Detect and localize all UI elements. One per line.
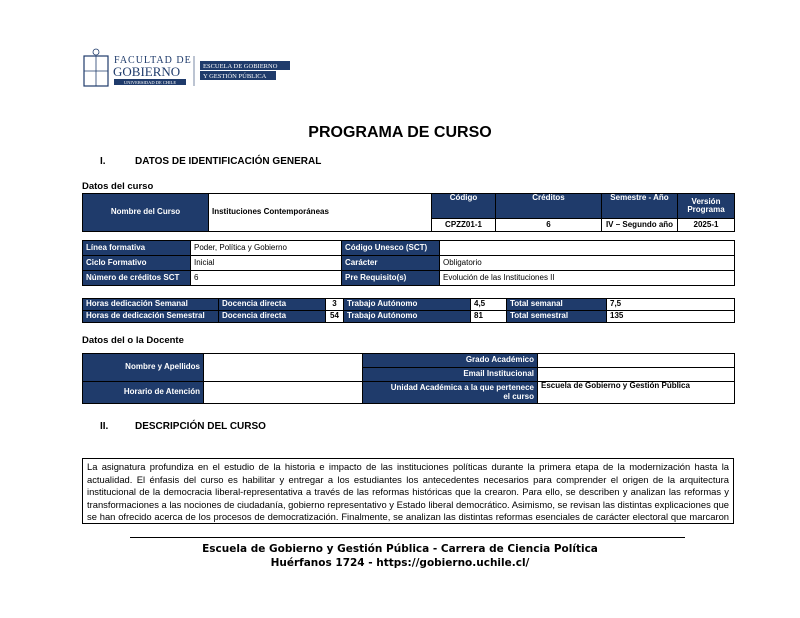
credits-value: 6 bbox=[495, 218, 602, 232]
info-label: Número de créditos SCT bbox=[82, 270, 191, 286]
info-value: Obligatorio bbox=[439, 255, 735, 271]
teacher-table: Nombre y Apellidos Grado Académico Email… bbox=[82, 353, 735, 404]
info-label: Código Unesco (SCT) bbox=[341, 240, 440, 256]
name-value[interactable] bbox=[203, 353, 363, 382]
page-title: PROGRAMA DE CURSO bbox=[308, 124, 492, 141]
svg-text:ESCUELA DE GOBIERNO: ESCUELA DE GOBIERNO bbox=[203, 63, 278, 70]
name-label: Nombre y Apellidos bbox=[82, 353, 204, 382]
info-label: Carácter bbox=[341, 255, 440, 271]
hours-dd: Docencia directa bbox=[218, 298, 326, 311]
version-label: Versión Programa bbox=[677, 193, 735, 219]
svg-text:UNIVERSIDAD DE CHILE: UNIVERSIDAD DE CHILE bbox=[124, 80, 176, 85]
footer-line-1: Escuela de Gobierno y Gestión Pública - … bbox=[202, 543, 598, 555]
svg-text:Y GESTIÓN PÚBLICA: Y GESTIÓN PÚBLICA bbox=[203, 72, 267, 80]
hours-label: Horas dedicación Semanal bbox=[82, 298, 219, 311]
section-number: II. bbox=[100, 421, 109, 432]
credits-label: Créditos bbox=[495, 193, 602, 219]
info-label: Ciclo Formativo bbox=[82, 255, 191, 271]
hours-value[interactable] bbox=[203, 381, 363, 404]
info-value: 6 bbox=[190, 270, 342, 286]
hours-label: Horario de Atención bbox=[82, 381, 204, 404]
info-value bbox=[439, 240, 735, 256]
semester-label: Semestre - Año bbox=[601, 193, 678, 219]
subsection-heading: Datos del curso bbox=[82, 181, 154, 192]
hours-row: Horas dedicación Semanal Docencia directa… bbox=[82, 298, 735, 311]
semester-value: IV – Segundo año bbox=[601, 218, 678, 232]
hours-ddv: 3 bbox=[325, 298, 344, 311]
hours-ta: Trabajo Autónomo bbox=[343, 310, 471, 323]
info-value: Evolución de las Instituciones II bbox=[439, 270, 735, 286]
email-value[interactable] bbox=[537, 367, 735, 382]
unit-value: Escuela de Gobierno y Gestión Pública bbox=[537, 381, 735, 404]
section-heading: DATOS DE IDENTIFICACIÓN GENERAL bbox=[135, 156, 322, 167]
info-value: Poder, Política y Gobierno bbox=[190, 240, 342, 256]
info-row: Ciclo Formativo Inicial Carácter Obligatori… bbox=[82, 255, 735, 271]
hours-row: Horas de dedicación Semestral Docencia di… bbox=[82, 310, 735, 323]
version-value: 2025-1 bbox=[677, 218, 735, 232]
footer-divider bbox=[130, 537, 685, 538]
info-label: Línea formativa bbox=[82, 240, 191, 256]
course-description: La asignatura profundiza en el estudio d… bbox=[82, 458, 734, 524]
course-name-label: Nombre del Curso bbox=[82, 193, 209, 232]
section-number: I. bbox=[100, 156, 106, 167]
subsection-heading: Datos del o la Docente bbox=[82, 335, 184, 346]
code-label: Código bbox=[431, 193, 496, 219]
section-heading: DESCRIPCIÓN DEL CURSO bbox=[135, 421, 266, 432]
code-value: CPZZ01-1 bbox=[431, 218, 496, 232]
hours-ta: Trabajo Autónomo bbox=[343, 298, 471, 311]
hours-table: Horas dedicación Semanal Docencia directa… bbox=[82, 298, 735, 323]
degree-value[interactable] bbox=[537, 353, 735, 368]
hours-totv: 135 bbox=[606, 310, 735, 323]
hours-tav: 4,5 bbox=[470, 298, 507, 311]
footer-line-2: Huérfanos 1724 - https://gobierno.uchile… bbox=[270, 557, 530, 569]
svg-text:GOBIERNO: GOBIERNO bbox=[113, 64, 180, 79]
email-label: Email Institucional bbox=[362, 367, 538, 382]
info-label: Pre Requisito(s) bbox=[341, 270, 440, 286]
unit-label: Unidad Académica a la que pertenece el c… bbox=[362, 381, 538, 404]
svg-text:FACULTAD DE: FACULTAD DE bbox=[114, 55, 192, 66]
course-table: Nombre del Curso Instituciones Contempor… bbox=[82, 193, 735, 232]
hours-dd: Docencia directa bbox=[218, 310, 326, 323]
hours-tot: Total semanal bbox=[506, 298, 607, 311]
hours-label: Horas de dedicación Semestral bbox=[82, 310, 219, 323]
info-row: Número de créditos SCT 6 Pre Requisito(s) E… bbox=[82, 270, 735, 286]
faculty-logo: FACULTAD DE GOBIERNO UNIVERSIDAD DE CHIL… bbox=[83, 48, 290, 87]
hours-totv: 7,5 bbox=[606, 298, 735, 311]
degree-label: Grado Académico bbox=[362, 353, 538, 368]
info-value: Inicial bbox=[190, 255, 342, 271]
hours-tot: Total semestral bbox=[506, 310, 607, 323]
course-name: Instituciones Contemporáneas bbox=[208, 193, 432, 232]
hours-tav: 81 bbox=[470, 310, 507, 323]
hours-ddv: 54 bbox=[325, 310, 344, 323]
info-row: Línea formativa Poder, Política y Gobiern… bbox=[82, 240, 735, 256]
info-table: Línea formativa Poder, Política y Gobiern… bbox=[82, 240, 735, 286]
